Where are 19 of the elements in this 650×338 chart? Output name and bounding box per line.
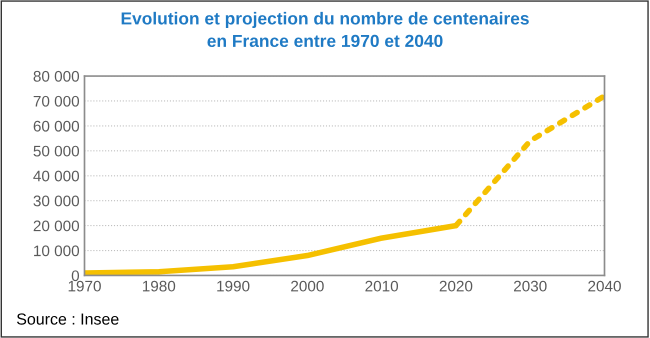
y-tick-label: 80 000: [34, 70, 80, 82]
x-tick-label: 2030: [514, 280, 547, 292]
x-tick-label: 1990: [217, 280, 250, 292]
x-tick-label: 2020: [440, 280, 472, 292]
y-tick-label: 60 000: [34, 120, 80, 132]
x-tick-label: 2040: [588, 280, 621, 292]
x-tick-label: 2010: [365, 280, 398, 292]
y-tick-label: 10 000: [34, 245, 80, 256]
x-tick-label: 2000: [291, 280, 324, 292]
x-tick-label: 1980: [142, 280, 176, 292]
x-tick-label: 1970: [68, 280, 101, 292]
y-tick-label: 20 000: [34, 220, 80, 232]
y-tick-label: 50 000: [34, 146, 80, 157]
chart-title: Evolution et projection du nombre de centenaires en France entre 1970 et 2040: [122, 12, 529, 48]
y-tick-label: 0: [72, 270, 80, 282]
y-tick-label: 30 000: [34, 196, 80, 206]
y-tick-label: 70 000: [34, 96, 80, 107]
source-note: Source : Insee: [16, 313, 119, 325]
y-tick-label: 40 000: [33, 170, 80, 182]
